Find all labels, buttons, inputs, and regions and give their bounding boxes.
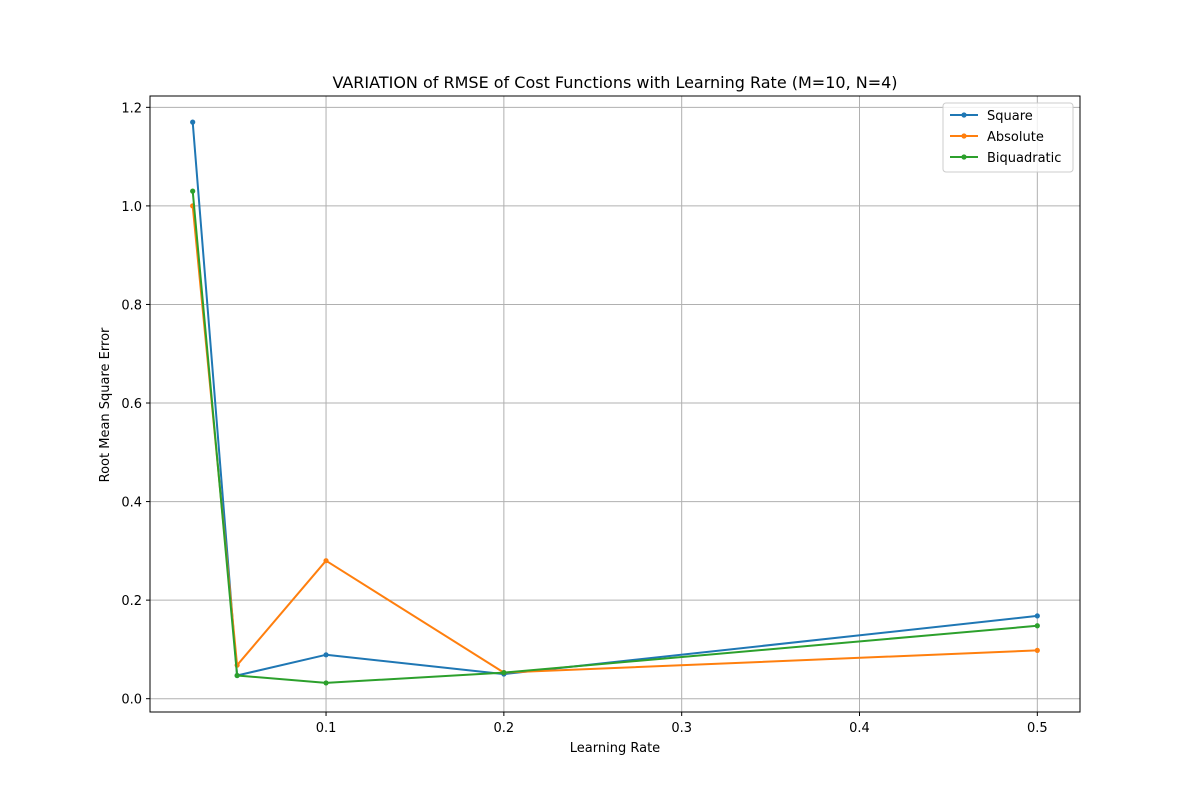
data-point-biquadratic (323, 680, 329, 686)
data-point-square (190, 119, 196, 125)
grid (150, 96, 1080, 712)
data-point-absolute (1034, 647, 1040, 654)
legend-label-square: Square (987, 109, 1033, 124)
data-point-biquadratic (501, 669, 507, 676)
legend-label-biquadratic: Biquadratic (987, 151, 1061, 166)
y-tick-label: 1.0 (121, 200, 142, 215)
data-point-biquadratic (190, 188, 196, 194)
legend-label-absolute: Absolute (987, 130, 1044, 145)
legend-marker-absolute (961, 133, 967, 139)
data-point-biquadratic (1034, 623, 1040, 629)
x-axis-label: Learning Rate (570, 741, 660, 756)
y-tick-label: 0.0 (121, 693, 142, 708)
legend-box (942, 102, 1074, 173)
legend-marker-square (961, 112, 967, 118)
legend: Square Absolute Biquadratic (942, 102, 1074, 173)
x-tick-label: 0.2 (494, 721, 515, 736)
data-point-square (1034, 613, 1040, 619)
y-tick-label: 0.8 (121, 298, 142, 313)
data-point-biquadratic (234, 672, 240, 679)
y-axis-label: Root Mean Square Error (98, 327, 113, 482)
y-tick-label: 0.4 (121, 496, 142, 511)
axis-ticks: 0.1 0.2 0.3 0.4 0.5 0.0 0.2 0.4 0.6 0.8 1.0 1.2 (121, 101, 1047, 736)
x-tick-label: 0.3 (671, 721, 692, 736)
chart-title: VARIATION of RMSE of Cost Functions with… (332, 73, 897, 92)
y-tick-label: 0.6 (121, 397, 142, 412)
data-point-absolute (323, 558, 329, 564)
series-layer (190, 119, 1040, 686)
x-tick-label: 0.1 (316, 721, 337, 736)
y-tick-label: 0.2 (121, 594, 142, 609)
plot-frame (149, 95, 1081, 713)
y-tick-label: 1.2 (121, 101, 142, 116)
data-point-square (323, 652, 329, 658)
legend-marker-biquadratic (961, 154, 967, 160)
x-tick-label: 0.4 (849, 721, 870, 736)
x-tick-label: 0.5 (1027, 721, 1048, 736)
